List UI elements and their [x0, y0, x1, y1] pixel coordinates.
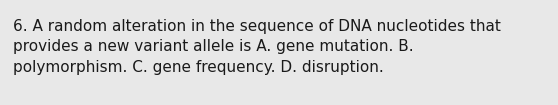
Text: 6. A random alteration in the sequence of DNA nucleotides that
provides a new va: 6. A random alteration in the sequence o…	[13, 19, 501, 75]
